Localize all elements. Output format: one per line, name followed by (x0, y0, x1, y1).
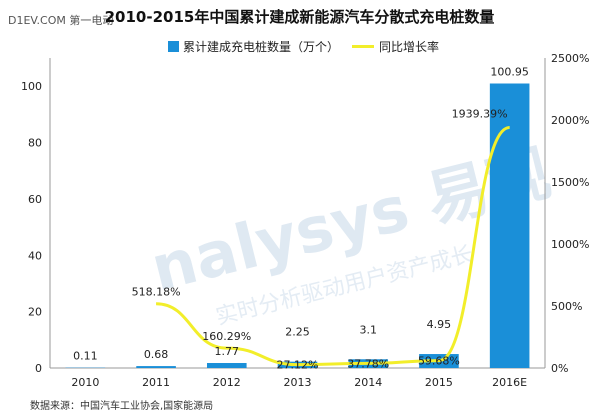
bar-value-label: 0.11 (73, 350, 98, 363)
line-value-label: 27.12% (277, 359, 319, 372)
x-tick-label: 2014 (354, 376, 382, 389)
y-left-tick-label: 60 (28, 193, 42, 206)
x-tick-label: 2010 (71, 376, 99, 389)
line-value-label: 518.18% (132, 286, 181, 299)
y-left-tick-label: 20 (28, 306, 42, 319)
y-right-tick-label: 2500% (551, 52, 589, 65)
line-value-label: 37.78% (347, 357, 389, 370)
bar (207, 363, 247, 368)
bar (136, 366, 176, 368)
x-tick-label: 2013 (284, 376, 312, 389)
bar-value-label: 100.95 (490, 66, 529, 79)
x-tick-label: 2015 (425, 376, 453, 389)
growth-rate-line (156, 128, 510, 365)
y-right-tick-label: 0% (551, 362, 568, 375)
y-left-tick-label: 0 (35, 362, 42, 375)
line-value-label: 59.68% (418, 355, 460, 368)
y-right-tick-label: 1000% (551, 238, 589, 251)
bar-value-label: 3.1 (359, 323, 377, 336)
x-tick-label: 2016E (492, 376, 527, 389)
y-right-tick-label: 2000% (551, 114, 589, 127)
line-value-label: 160.29% (202, 330, 251, 343)
bar-value-label: 1.77 (215, 345, 240, 358)
y-right-tick-label: 500% (551, 300, 582, 313)
y-right-tick-label: 1500% (551, 176, 589, 189)
line-value-label: 1939.39% (452, 108, 508, 121)
bar (490, 84, 530, 368)
y-left-tick-label: 40 (28, 249, 42, 262)
y-left-tick-label: 100 (21, 80, 42, 93)
bar-value-label: 2.25 (285, 326, 310, 339)
x-tick-label: 2012 (213, 376, 241, 389)
y-left-tick-label: 80 (28, 137, 42, 150)
x-tick-label: 2011 (142, 376, 170, 389)
bar-value-label: 4.95 (427, 318, 452, 331)
bar-value-label: 0.68 (144, 348, 169, 361)
